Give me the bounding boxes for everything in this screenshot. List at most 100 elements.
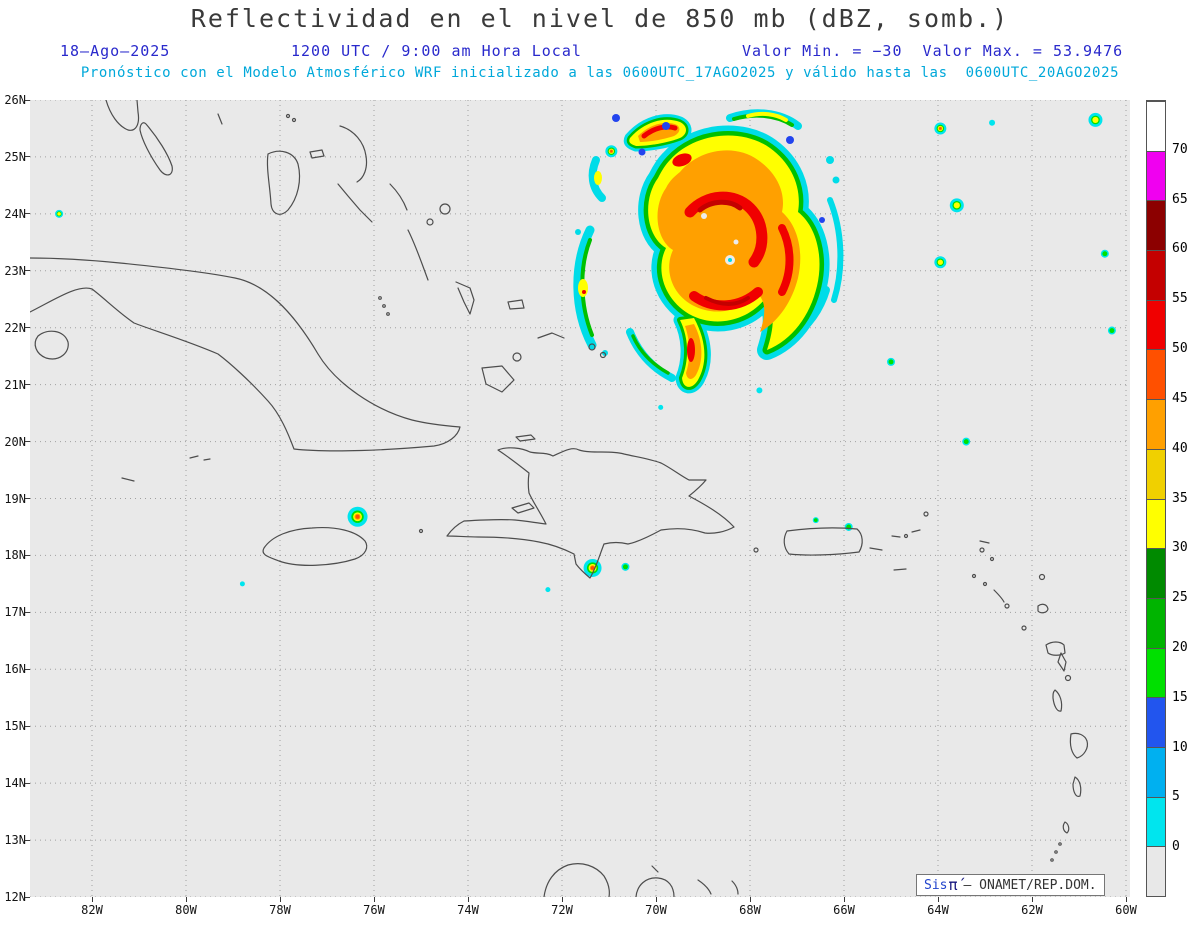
lat-tick-label: 12N — [4, 890, 26, 904]
lon-tick-label: 72W — [551, 903, 573, 917]
lat-tick-label: 24N — [4, 206, 26, 221]
lat-tick-mark — [25, 668, 30, 670]
lat-tick-mark — [25, 554, 30, 556]
lat-tick-label: 19N — [4, 491, 26, 506]
colorbar-segment — [1147, 349, 1165, 400]
lat-tick-mark — [25, 99, 30, 101]
lon-tick-label: 76W — [363, 903, 385, 917]
lon-tick-mark — [374, 897, 375, 902]
lon-tick-mark — [92, 897, 93, 902]
valid-date-label: 18–Ago–2025 — [60, 42, 171, 60]
org-name: — ONAMET/REP.DOM. — [963, 877, 1097, 893]
forecast-note: Pronóstico con el Modelo Atmosférico WRF… — [80, 65, 1120, 81]
valid-time-label: 1200 UTC / 9:00 am Hora Local — [291, 42, 582, 60]
lat-tick-label: 21N — [4, 377, 26, 392]
lon-tick-label: 66W — [833, 903, 855, 917]
lon-tick-label: 64W — [927, 903, 949, 917]
lat-tick-mark — [25, 896, 30, 898]
lon-tick-label: 78W — [269, 903, 291, 917]
lon-tick-mark — [1126, 897, 1127, 902]
lat-tick-mark — [25, 213, 30, 215]
colorbar-segment — [1147, 548, 1165, 598]
colorbar-segment — [1147, 647, 1165, 698]
colorbar-tick-label: 5 — [1172, 789, 1180, 805]
colorbar-segment — [1147, 150, 1165, 201]
colorbar-tick-label: 35 — [1172, 490, 1188, 506]
lon-tick-label: 74W — [457, 903, 479, 917]
lat-tick-mark — [25, 611, 30, 613]
chart-title: Reflectividad en el nivel de 850 mb (dBZ… — [190, 4, 1010, 33]
lat-tick-mark — [25, 498, 30, 499]
lon-tick-mark — [750, 897, 751, 902]
lat-tick-label: 26N — [4, 93, 26, 107]
colorbar-segment — [1147, 498, 1165, 549]
colorbar-segment — [1147, 101, 1165, 151]
colorbar-tick-label: 30 — [1172, 540, 1188, 556]
map-plot-area — [30, 100, 1130, 897]
colorbar-tick-label: 0 — [1172, 839, 1180, 855]
lat-tick-mark — [25, 270, 30, 272]
colorbar-segment — [1147, 200, 1165, 251]
lat-tick-label: 13N — [4, 833, 26, 848]
colorbar-tick-label: 25 — [1172, 590, 1188, 606]
lon-tick-mark — [562, 897, 563, 902]
lon-tick-label: 68W — [739, 903, 761, 917]
colorbar-tick-label: 65 — [1172, 191, 1188, 207]
lat-tick-mark — [25, 839, 30, 841]
colorbar-tick-label: 40 — [1172, 440, 1188, 456]
lat-tick-label: 18N — [4, 548, 26, 563]
grid-lines — [30, 100, 1130, 897]
reflectivity-cells — [55, 112, 1116, 593]
lon-tick-label: 62W — [1021, 903, 1043, 917]
lat-tick-mark — [25, 156, 30, 158]
lon-tick-mark — [468, 897, 469, 902]
lon-tick-mark — [1032, 897, 1033, 902]
lon-tick-mark — [844, 897, 845, 902]
lat-tick-mark — [25, 327, 30, 329]
lon-tick-label: 60W — [1115, 903, 1137, 917]
lat-tick-label: 17N — [4, 605, 26, 620]
storm-reflectivity — [573, 109, 844, 394]
colorbar-segment — [1147, 448, 1165, 499]
lon-tick-label: 70W — [645, 903, 667, 917]
minmax-label: Valor Min. = −30 Valor Max. = 53.9476 — [742, 42, 1124, 60]
brand-symbol: π́ — [948, 876, 958, 894]
lon-tick-mark — [186, 897, 187, 902]
lon-tick-mark — [938, 897, 939, 902]
lon-tick-mark — [656, 897, 657, 902]
lat-tick-label: 14N — [4, 776, 26, 791]
branding-badge: Sis π́ — ONAMET/REP.DOM. — [916, 874, 1105, 896]
colorbar — [1146, 100, 1166, 897]
lat-tick-mark — [25, 384, 30, 386]
lon-tick-mark — [280, 897, 281, 902]
colorbar-tick-label: 55 — [1172, 291, 1188, 307]
colorbar-segment — [1147, 399, 1165, 449]
colorbar-tick-label: 50 — [1172, 341, 1188, 357]
lon-tick-label: 82W — [81, 903, 103, 917]
colorbar-tick-label: 60 — [1172, 241, 1188, 257]
colorbar-segment — [1147, 250, 1165, 300]
lat-tick-label: 15N — [4, 719, 26, 734]
colorbar-segment — [1147, 299, 1165, 350]
coastlines — [30, 100, 1089, 897]
lat-tick-label: 23N — [4, 263, 26, 278]
lat-tick-mark — [25, 441, 30, 443]
colorbar-tick-label: 15 — [1172, 689, 1188, 705]
colorbar-segment — [1147, 796, 1165, 847]
lat-tick-label: 20N — [4, 434, 26, 449]
colorbar-segment — [1147, 597, 1165, 648]
colorbar-segment — [1147, 697, 1165, 747]
colorbar-segment — [1147, 746, 1165, 797]
colorbar-tick-label: 70 — [1172, 141, 1188, 157]
map-svg — [30, 100, 1130, 897]
brand-name: Sis — [924, 877, 948, 893]
lat-tick-label: 22N — [4, 320, 26, 335]
lat-tick-label: 16N — [4, 662, 26, 677]
lat-tick-mark — [25, 725, 30, 727]
lat-tick-label: 25N — [4, 149, 26, 164]
colorbar-tick-label: 45 — [1172, 390, 1188, 406]
colorbar-segment — [1147, 846, 1165, 896]
colorbar-tick-label: 10 — [1172, 739, 1188, 755]
colorbar-tick-label: 20 — [1172, 639, 1188, 655]
